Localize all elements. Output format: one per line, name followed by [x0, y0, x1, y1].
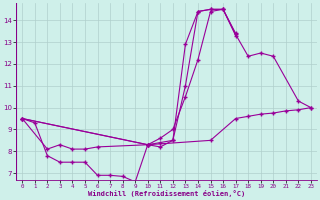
X-axis label: Windchill (Refroidissement éolien,°C): Windchill (Refroidissement éolien,°C) [88, 190, 245, 197]
